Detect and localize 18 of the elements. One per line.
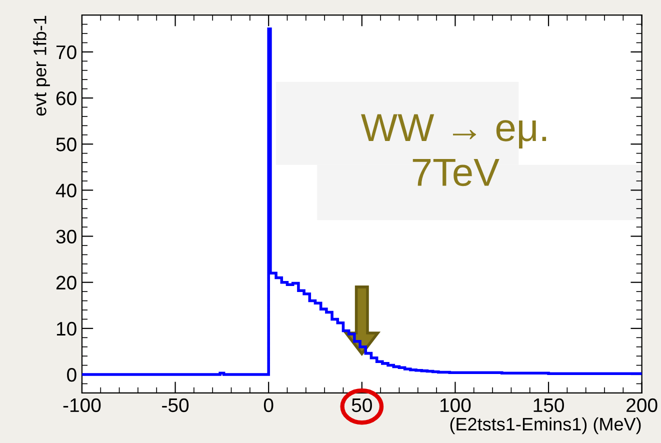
y-tick-label: 0 bbox=[67, 368, 76, 382]
y-axis-title: evt per 1fb-1 bbox=[33, 16, 50, 116]
y-tick-label: 10 bbox=[56, 322, 76, 336]
x-tick-label: -100 bbox=[63, 398, 101, 412]
x-tick-label: 0 bbox=[264, 398, 274, 412]
y-tick-label: 40 bbox=[56, 184, 76, 198]
x-tick-label: 50 bbox=[352, 398, 372, 412]
annotation: WW → eμ. 7TeV bbox=[361, 114, 546, 186]
x-tick-label: 150 bbox=[534, 398, 564, 412]
x-tick-label: 100 bbox=[440, 398, 471, 412]
y-tick-label: 50 bbox=[56, 138, 76, 152]
x-tick-label: 200 bbox=[626, 398, 658, 412]
y-tick-label: 30 bbox=[56, 230, 76, 244]
y-tick-label: 20 bbox=[56, 276, 76, 290]
x-tick-label: -50 bbox=[162, 398, 189, 412]
x-axis-title: (E2tsts1-Emins1) (MeV) bbox=[450, 417, 641, 434]
y-tick-label: 60 bbox=[56, 91, 76, 106]
y-tick-label: 70 bbox=[56, 45, 76, 60]
